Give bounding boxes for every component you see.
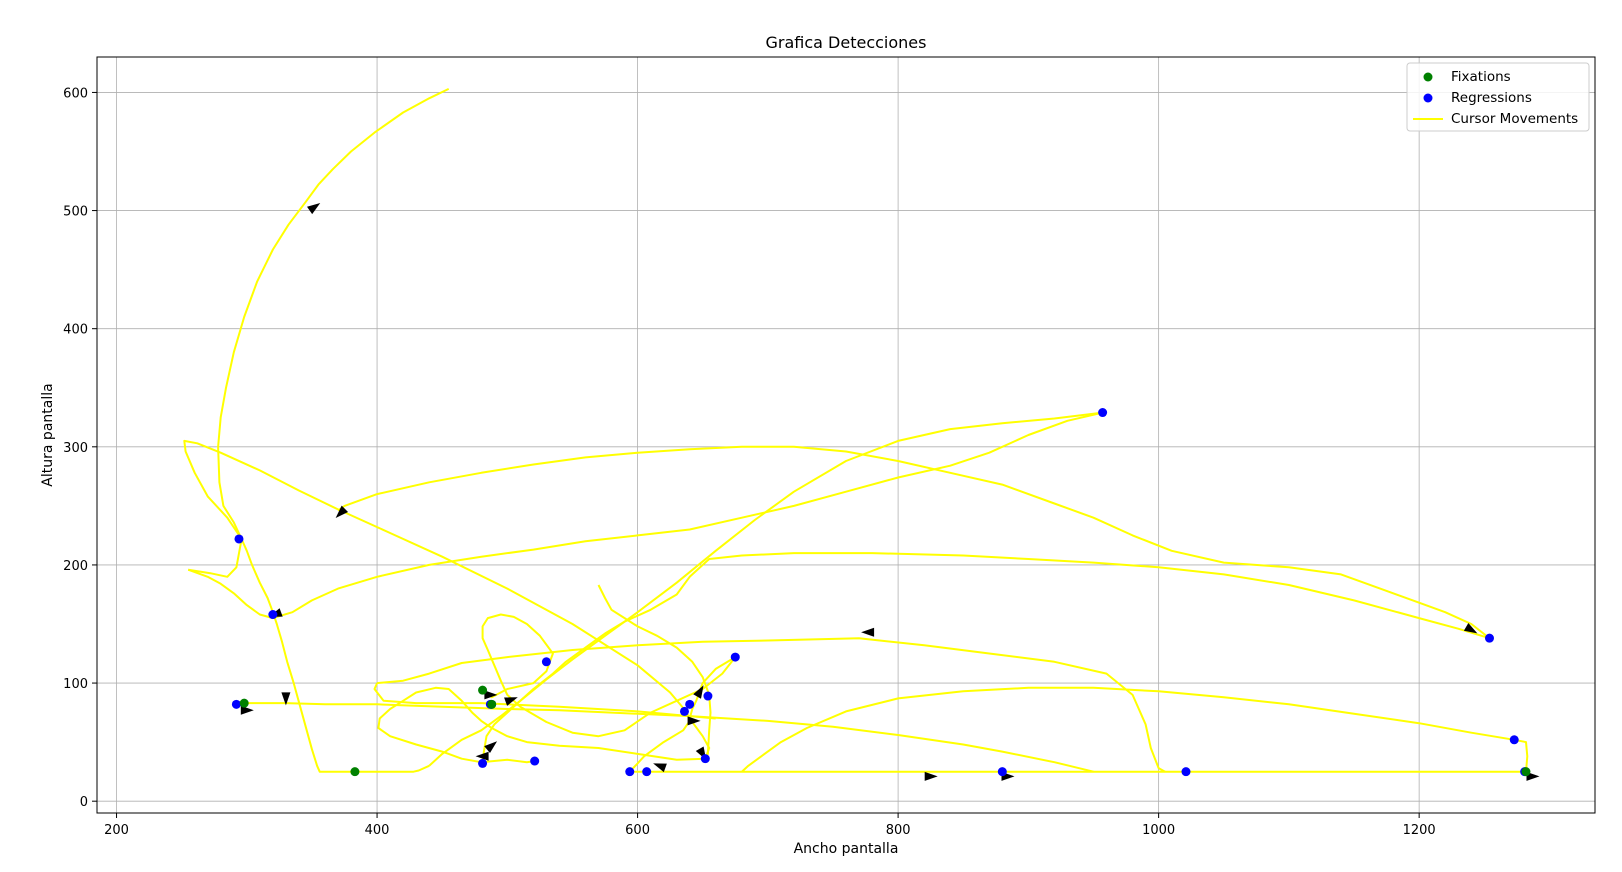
grid <box>97 57 1595 813</box>
x-tick-label: 400 <box>365 823 390 838</box>
legend-regressions-marker <box>1423 93 1433 103</box>
regression-point <box>478 758 488 768</box>
cursor-movement-line <box>597 584 712 760</box>
fixation-point <box>478 685 488 695</box>
legend-regressions-label: Regressions <box>1451 90 1532 106</box>
cursor-movement-line <box>246 702 716 720</box>
regression-point <box>679 706 689 716</box>
direction-arrow <box>924 771 938 781</box>
direction-arrow <box>693 685 704 699</box>
direction-arrows <box>240 202 1540 781</box>
cursor-movement-line <box>481 552 1490 764</box>
y-tick-label: 100 <box>63 677 88 692</box>
fixation-point <box>487 699 497 709</box>
regression-point <box>730 652 740 662</box>
y-tick-label: 300 <box>63 441 88 456</box>
x-axis-label: Ancho pantalla <box>794 841 899 857</box>
y-tick-label: 200 <box>63 559 88 574</box>
direction-arrow <box>307 202 321 215</box>
direction-arrow <box>1526 771 1540 781</box>
direction-arrow <box>281 692 291 706</box>
regression-point <box>268 610 278 620</box>
x-tick-label: 800 <box>886 823 911 838</box>
direction-arrow <box>335 505 349 518</box>
cursor-movement-line <box>377 656 736 764</box>
regression-point <box>642 767 652 777</box>
direction-arrow <box>475 751 489 761</box>
direction-arrow <box>1463 623 1478 634</box>
axis-ticks: 200 400 600 800 1000 1200 0 100 200 300 400 500 600 <box>63 86 1436 838</box>
direction-arrow <box>240 705 254 715</box>
legend-box <box>1406 62 1590 132</box>
chart-title: Grafica Detecciones <box>766 33 927 52</box>
regression-point <box>234 534 244 544</box>
regression-point <box>703 691 713 701</box>
regression-point <box>700 754 710 764</box>
regression-point <box>685 699 695 709</box>
regression-point <box>541 657 551 667</box>
legend-fixations-marker <box>1423 72 1433 82</box>
cursor-movement-line <box>183 439 691 773</box>
regression-point <box>1509 735 1519 745</box>
x-tick-label: 1000 <box>1142 823 1175 838</box>
direction-arrow <box>484 741 498 754</box>
y-tick-label: 0 <box>80 795 88 810</box>
direction-arrow <box>653 763 667 773</box>
regression-point <box>1181 767 1191 777</box>
fixations <box>239 685 1531 777</box>
fixation-point <box>1521 767 1531 777</box>
x-tick-label: 1200 <box>1403 823 1436 838</box>
direction-arrow <box>484 690 498 700</box>
direction-arrow <box>861 627 875 637</box>
y-tick-label: 500 <box>63 205 88 220</box>
direction-arrow <box>687 716 701 726</box>
regression-point <box>231 699 241 709</box>
legend-cursor-label: Cursor Movements <box>1451 111 1578 127</box>
regression-point <box>1484 633 1494 643</box>
legend: Fixations Regressions Cursor Movements <box>1406 62 1590 132</box>
y-axis-label: Altura pantalla <box>40 383 56 486</box>
regression-point <box>1098 408 1108 418</box>
fixation-point <box>239 698 249 708</box>
cursor-movement-line <box>337 445 1491 639</box>
x-tick-label: 600 <box>625 823 650 838</box>
regression-point <box>625 767 635 777</box>
y-tick-label: 600 <box>63 86 88 101</box>
regression-point <box>997 767 1007 777</box>
cursor-movement-line <box>377 637 1166 773</box>
x-tick-label: 200 <box>104 823 129 838</box>
y-tick-label: 400 <box>63 323 88 338</box>
direction-arrow <box>504 697 518 706</box>
regression-point <box>530 756 540 766</box>
legend-fixations-label: Fixations <box>1451 69 1511 85</box>
fixation-point <box>350 767 360 777</box>
cursor-movement-line <box>428 411 1103 767</box>
plot-frame <box>96 56 1596 814</box>
cursor-movement-line <box>187 411 1103 620</box>
